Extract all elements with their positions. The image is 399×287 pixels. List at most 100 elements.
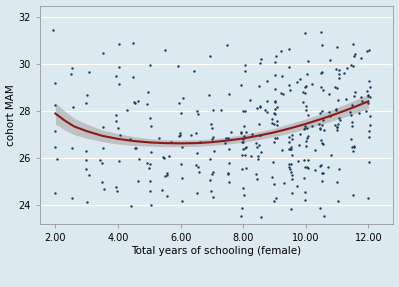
- Point: [319, 123, 326, 127]
- Point: [240, 186, 246, 191]
- Point: [116, 65, 122, 69]
- Point: [161, 156, 167, 160]
- Point: [195, 165, 201, 169]
- Point: [239, 108, 246, 113]
- Point: [178, 162, 184, 166]
- Point: [367, 123, 373, 127]
- Point: [272, 60, 278, 64]
- Point: [332, 122, 338, 127]
- Point: [247, 97, 253, 102]
- Point: [179, 175, 185, 180]
- Point: [317, 206, 324, 210]
- Point: [130, 41, 136, 46]
- Point: [358, 95, 365, 99]
- Point: [332, 108, 339, 112]
- Point: [348, 113, 354, 117]
- Point: [287, 166, 294, 171]
- Point: [321, 214, 327, 219]
- Point: [302, 144, 309, 148]
- Point: [254, 144, 260, 149]
- Point: [366, 79, 373, 83]
- Point: [168, 140, 175, 145]
- Point: [113, 113, 120, 118]
- Point: [239, 153, 245, 158]
- Point: [241, 69, 248, 74]
- Point: [83, 167, 89, 172]
- Point: [336, 118, 343, 123]
- Point: [270, 160, 276, 164]
- Point: [194, 112, 201, 117]
- Point: [356, 110, 362, 115]
- Point: [319, 171, 325, 176]
- Point: [286, 146, 292, 151]
- Point: [100, 146, 106, 150]
- Point: [241, 193, 247, 197]
- Point: [324, 165, 331, 170]
- Point: [83, 93, 90, 98]
- Point: [272, 87, 279, 91]
- Point: [239, 166, 245, 171]
- Point: [349, 103, 355, 107]
- Point: [249, 132, 255, 137]
- Point: [176, 133, 183, 138]
- Point: [257, 105, 263, 109]
- Point: [363, 109, 369, 114]
- Point: [162, 48, 168, 52]
- Point: [302, 164, 308, 169]
- Point: [256, 143, 263, 147]
- Point: [113, 185, 119, 189]
- Point: [147, 115, 153, 120]
- Point: [135, 179, 141, 183]
- Point: [367, 95, 373, 100]
- Point: [335, 98, 342, 102]
- Point: [180, 95, 186, 100]
- Point: [164, 194, 170, 199]
- Point: [304, 158, 311, 163]
- Point: [257, 104, 263, 109]
- Point: [318, 137, 324, 142]
- Point: [53, 157, 60, 162]
- Point: [286, 65, 292, 69]
- Point: [326, 92, 332, 96]
- Point: [334, 128, 340, 133]
- Point: [188, 133, 194, 137]
- Point: [99, 51, 106, 56]
- Point: [210, 195, 216, 199]
- Point: [318, 71, 324, 75]
- Point: [335, 122, 342, 127]
- Point: [269, 121, 275, 126]
- Y-axis label: cohort MAM: cohort MAM: [6, 84, 16, 146]
- Point: [279, 74, 285, 78]
- Point: [348, 119, 355, 124]
- Point: [148, 202, 154, 207]
- Point: [225, 147, 232, 151]
- Point: [239, 206, 245, 211]
- Point: [320, 171, 326, 176]
- Point: [255, 154, 261, 158]
- Point: [68, 72, 74, 76]
- Point: [253, 141, 260, 146]
- Point: [164, 170, 171, 175]
- Point: [115, 125, 122, 130]
- Point: [294, 184, 300, 188]
- Point: [348, 137, 354, 142]
- Point: [317, 164, 323, 169]
- Point: [343, 96, 349, 101]
- Point: [132, 146, 138, 150]
- Point: [351, 54, 357, 58]
- Point: [309, 124, 315, 128]
- Point: [271, 199, 277, 203]
- Point: [176, 133, 183, 137]
- Point: [83, 199, 90, 204]
- Point: [52, 129, 58, 133]
- Point: [50, 28, 56, 32]
- Point: [365, 101, 371, 106]
- Point: [300, 99, 307, 104]
- Point: [305, 165, 311, 170]
- Point: [336, 166, 342, 171]
- Point: [327, 153, 334, 158]
- Point: [272, 73, 279, 78]
- Point: [241, 109, 248, 114]
- Point: [304, 126, 310, 131]
- Point: [318, 29, 324, 34]
